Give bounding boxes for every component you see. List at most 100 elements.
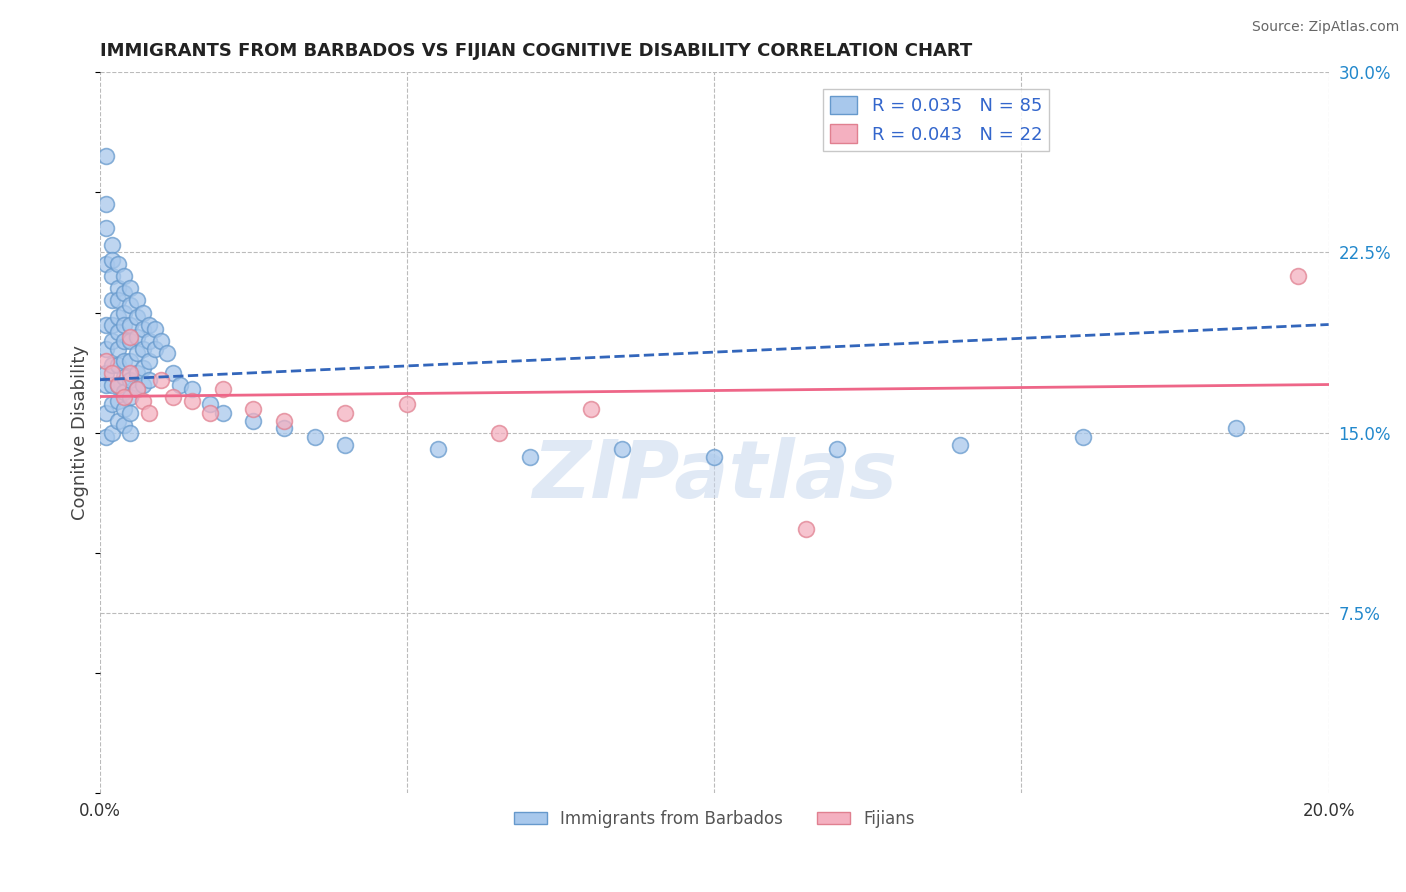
Point	[131, 360, 153, 375]
Point	[112, 269, 135, 284]
Legend: Immigrants from Barbados, Fijians: Immigrants from Barbados, Fijians	[508, 804, 921, 835]
Point	[101, 425, 124, 440]
Point	[211, 382, 233, 396]
Point	[107, 394, 129, 409]
Point	[1225, 421, 1247, 435]
Point	[242, 413, 264, 427]
Point	[101, 318, 124, 332]
Point	[304, 430, 326, 444]
Point	[610, 442, 633, 457]
Point	[120, 366, 142, 380]
Point	[107, 377, 129, 392]
Point	[120, 406, 142, 420]
Point	[112, 370, 135, 384]
Point	[94, 366, 117, 380]
Text: ZIPatlas: ZIPatlas	[531, 437, 897, 515]
Point	[94, 353, 117, 368]
Point	[120, 281, 142, 295]
Point	[138, 406, 160, 420]
Point	[131, 322, 153, 336]
Point	[143, 342, 166, 356]
Point	[1071, 430, 1094, 444]
Point	[112, 305, 135, 319]
Point	[138, 353, 160, 368]
Point	[125, 293, 148, 308]
Point	[581, 401, 603, 416]
Point	[101, 238, 124, 252]
Text: Source: ZipAtlas.com: Source: ZipAtlas.com	[1251, 20, 1399, 34]
Point	[125, 346, 148, 360]
Point	[101, 252, 124, 267]
Point	[112, 390, 135, 404]
Point	[112, 401, 135, 416]
Point	[211, 406, 233, 420]
Point	[101, 377, 124, 392]
Point	[107, 413, 129, 427]
Point	[143, 322, 166, 336]
Point	[107, 310, 129, 325]
Point	[107, 325, 129, 339]
Point	[120, 334, 142, 349]
Point	[131, 394, 153, 409]
Point	[112, 418, 135, 433]
Point	[125, 329, 148, 343]
Point	[138, 318, 160, 332]
Point	[150, 334, 173, 349]
Point	[107, 377, 129, 392]
Point	[120, 353, 142, 368]
Point	[131, 342, 153, 356]
Point	[125, 382, 148, 396]
Point	[120, 298, 142, 312]
Point	[335, 406, 357, 420]
Point	[94, 197, 117, 211]
Point	[156, 346, 179, 360]
Point	[94, 377, 117, 392]
Point	[101, 397, 124, 411]
Point	[335, 437, 357, 451]
Point	[120, 373, 142, 387]
Point	[395, 397, 418, 411]
Point	[200, 406, 222, 420]
Point	[120, 425, 142, 440]
Point	[112, 318, 135, 332]
Text: IMMIGRANTS FROM BARBADOS VS FIJIAN COGNITIVE DISABILITY CORRELATION CHART: IMMIGRANTS FROM BARBADOS VS FIJIAN COGNI…	[100, 42, 972, 60]
Point	[162, 366, 184, 380]
Point	[200, 397, 222, 411]
Point	[273, 421, 295, 435]
Point	[125, 382, 148, 396]
Point	[138, 334, 160, 349]
Point	[107, 281, 129, 295]
Point	[162, 390, 184, 404]
Point	[949, 437, 972, 451]
Point	[107, 258, 129, 272]
Point	[120, 329, 142, 343]
Y-axis label: Cognitive Disability: Cognitive Disability	[72, 345, 89, 520]
Point	[180, 394, 202, 409]
Point	[94, 258, 117, 272]
Point	[94, 318, 117, 332]
Point	[131, 305, 153, 319]
Point	[825, 442, 848, 457]
Point	[107, 342, 129, 356]
Point	[131, 377, 153, 392]
Point	[94, 342, 117, 356]
Point	[112, 286, 135, 301]
Point	[94, 406, 117, 420]
Point	[101, 269, 124, 284]
Point	[112, 353, 135, 368]
Point	[101, 359, 124, 373]
Point	[112, 384, 135, 399]
Point	[125, 310, 148, 325]
Point	[94, 430, 117, 444]
Point	[107, 359, 129, 373]
Point	[138, 373, 160, 387]
Point	[125, 366, 148, 380]
Point	[112, 334, 135, 349]
Point	[180, 382, 202, 396]
Point	[120, 390, 142, 404]
Point	[273, 413, 295, 427]
Point	[242, 401, 264, 416]
Point	[703, 450, 725, 464]
Point	[150, 373, 173, 387]
Point	[101, 366, 124, 380]
